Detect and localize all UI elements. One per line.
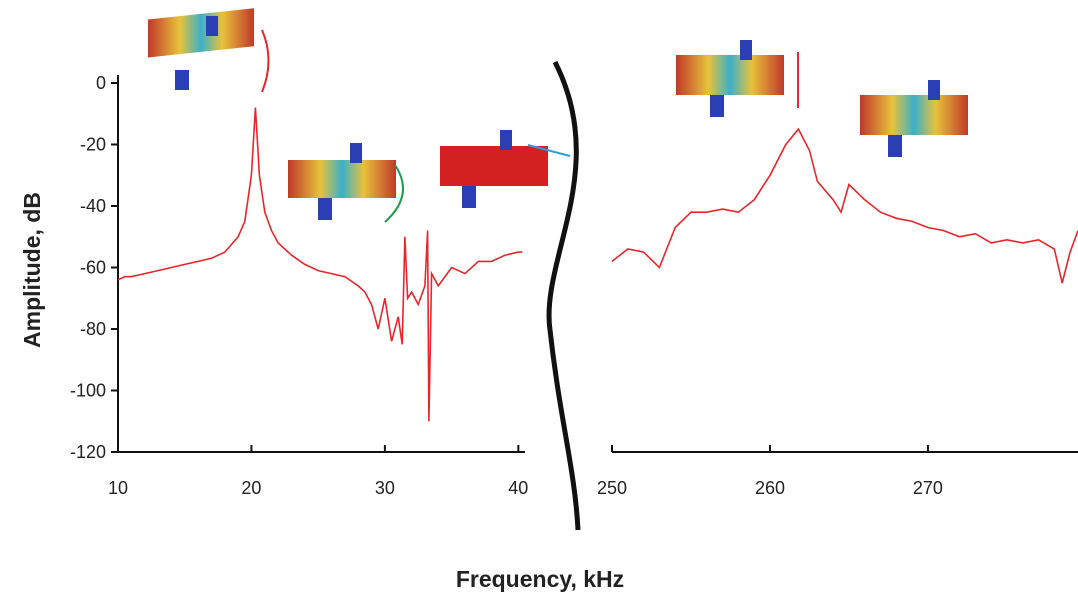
y-tick-label: -40 [80, 196, 106, 216]
mode-inset [860, 80, 968, 157]
mode-inset [440, 130, 571, 208]
x-tick-label: 270 [913, 478, 943, 498]
y-tick-label: -60 [80, 258, 106, 278]
x-tick-label: 30 [375, 478, 395, 498]
axis-break [546, 60, 581, 531]
data-line [611, 127, 1078, 284]
y-tick-label: -80 [80, 319, 106, 339]
x-tick-label: 20 [241, 478, 261, 498]
x-axis-label: Frequency, kHz [456, 566, 624, 592]
x-tick-label: 260 [755, 478, 785, 498]
data-line [117, 107, 523, 422]
y-axis-label: Amplitude, dB [19, 192, 45, 348]
y-tick-label: -20 [80, 135, 106, 155]
x-tick-label: 40 [508, 478, 528, 498]
x-tick-label: 10 [108, 478, 128, 498]
y-tick-label: -100 [70, 381, 106, 401]
mode-inset [148, 8, 270, 93]
mode-inset [288, 143, 404, 223]
y-tick-label: -120 [70, 442, 106, 462]
y-tick-label: 0 [96, 73, 106, 93]
mode-inset [676, 40, 799, 117]
x-tick-label: 250 [597, 478, 627, 498]
